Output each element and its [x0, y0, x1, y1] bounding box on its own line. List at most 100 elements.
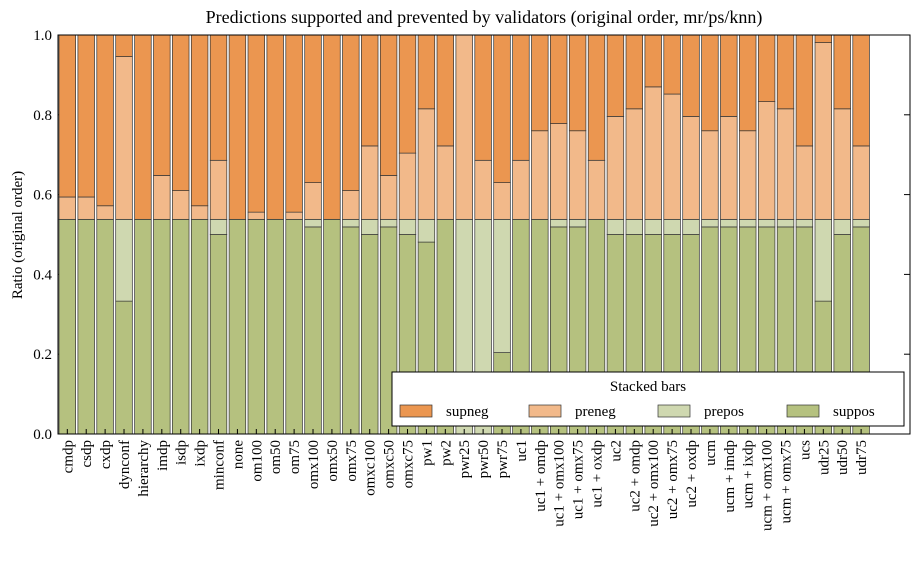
legend-label: supneg: [446, 404, 489, 420]
x-tick-label: om100: [249, 440, 265, 482]
legend-swatch: [657, 404, 691, 418]
legend-label: preneg: [575, 404, 616, 420]
bar-segment: [814, 218, 832, 302]
bar-segment: [776, 34, 795, 110]
bar-segment: [417, 34, 436, 110]
bar-segment: [153, 175, 171, 220]
x-tick-label: omx50: [325, 440, 341, 482]
bar-segment: [361, 218, 379, 235]
bar-segment: [77, 218, 95, 435]
y-tick-label: 0.6: [33, 188, 52, 204]
x-tick-label: uc1: [514, 440, 530, 462]
bar-segment: [134, 34, 152, 220]
x-tick-label: ucm + ixdp: [741, 440, 757, 508]
bar-segment: [701, 218, 719, 228]
x-tick-label: pwr50: [476, 440, 492, 478]
bar-segment: [58, 218, 76, 435]
x-tick-label: uc1 + omx100: [552, 440, 568, 527]
bar-segment: [776, 108, 795, 220]
bar-segment: [568, 218, 587, 228]
bar-segment: [247, 218, 265, 435]
bar-segment: [474, 159, 492, 220]
bar-segment: [625, 218, 643, 235]
bar-segment: [228, 34, 247, 220]
bar-segment: [550, 123, 568, 220]
y-tick-label: 0.2: [33, 347, 52, 363]
bar-segment: [568, 130, 587, 220]
x-tick-label: ucs: [797, 440, 813, 460]
bar-segment: [720, 116, 738, 220]
bar-segment: [625, 34, 643, 110]
y-axis-label: Ratio (original order): [10, 171, 26, 299]
x-tick-label: cmdp: [60, 440, 76, 473]
bar-segment: [852, 218, 870, 228]
x-tick-label: none: [230, 440, 246, 470]
bar-segment: [285, 34, 303, 213]
x-tick-label: pw2: [438, 440, 454, 466]
x-tick-label: om75: [287, 440, 303, 474]
x-tick-label: ucm + omx100: [760, 440, 776, 531]
bar-segment: [833, 218, 851, 235]
x-tick-label: ixdp: [193, 440, 209, 467]
bar-segment: [285, 211, 303, 220]
bar-segment: [757, 101, 776, 220]
chart-title: Predictions supported and prevented by v…: [206, 7, 763, 28]
bar-segment: [833, 34, 851, 110]
legend-swatch: [528, 404, 562, 418]
bar-segment: [417, 218, 436, 243]
bar-segment: [663, 218, 681, 235]
bar-segment: [153, 218, 171, 435]
bar-segment: [757, 34, 776, 102]
legend-label: prepos: [704, 404, 744, 420]
bar-segment: [720, 218, 738, 228]
bar-segment: [361, 145, 379, 220]
bar-segment: [172, 190, 190, 220]
bar-segment: [77, 196, 95, 220]
bar-segment: [682, 218, 700, 235]
x-tick-label: om50: [268, 440, 284, 474]
x-tick-label: pwr25: [457, 440, 473, 478]
bar-segment: [493, 218, 511, 353]
bar-segment: [379, 175, 398, 220]
bar-segment: [531, 130, 549, 220]
bar-segment: [209, 159, 228, 220]
x-tick-label: dynconf: [117, 440, 133, 489]
bar-segment: [379, 218, 398, 228]
bar-segment: [606, 116, 625, 220]
bar-segment: [663, 34, 681, 95]
bar-segment: [304, 182, 322, 220]
bar-segment: [58, 196, 76, 220]
legend-swatch: [399, 404, 433, 418]
bar-segment: [512, 159, 530, 220]
bar-segment: [266, 218, 284, 435]
bar-segment: [190, 34, 209, 207]
bar-segment: [436, 145, 454, 220]
bar-segment: [266, 34, 284, 220]
bar-segment: [606, 218, 625, 235]
x-tick-label: csdp: [79, 440, 95, 468]
x-tick-label: ucm + imdp: [722, 440, 738, 513]
bar-segment: [115, 218, 133, 302]
bar-segment: [682, 34, 700, 117]
x-tick-label: uc1 + oxdp: [590, 440, 606, 508]
x-tick-label: omx75: [344, 440, 360, 482]
bar-segment: [342, 218, 360, 228]
bar-segment: [134, 218, 152, 435]
bar-segment: [304, 34, 322, 183]
bar-segment: [190, 218, 209, 435]
bar-segment: [568, 34, 587, 132]
x-tick-label: uc2 + omx75: [665, 440, 681, 519]
bar-segment: [739, 130, 757, 220]
bar-segment: [361, 34, 379, 147]
bar-segment: [512, 34, 530, 161]
x-tick-label: hierarchy: [136, 440, 152, 497]
bar-segment: [739, 34, 757, 132]
x-tick-label: isdp: [174, 440, 190, 465]
bar-segment: [209, 234, 228, 435]
bar-segment: [776, 218, 795, 228]
x-tick-label: uc2 + omdp: [627, 440, 643, 512]
bar-segment: [814, 34, 832, 43]
bar-segment: [587, 159, 606, 220]
x-tick-label: omxc50: [382, 440, 398, 488]
x-tick-label: cxdp: [98, 440, 114, 469]
